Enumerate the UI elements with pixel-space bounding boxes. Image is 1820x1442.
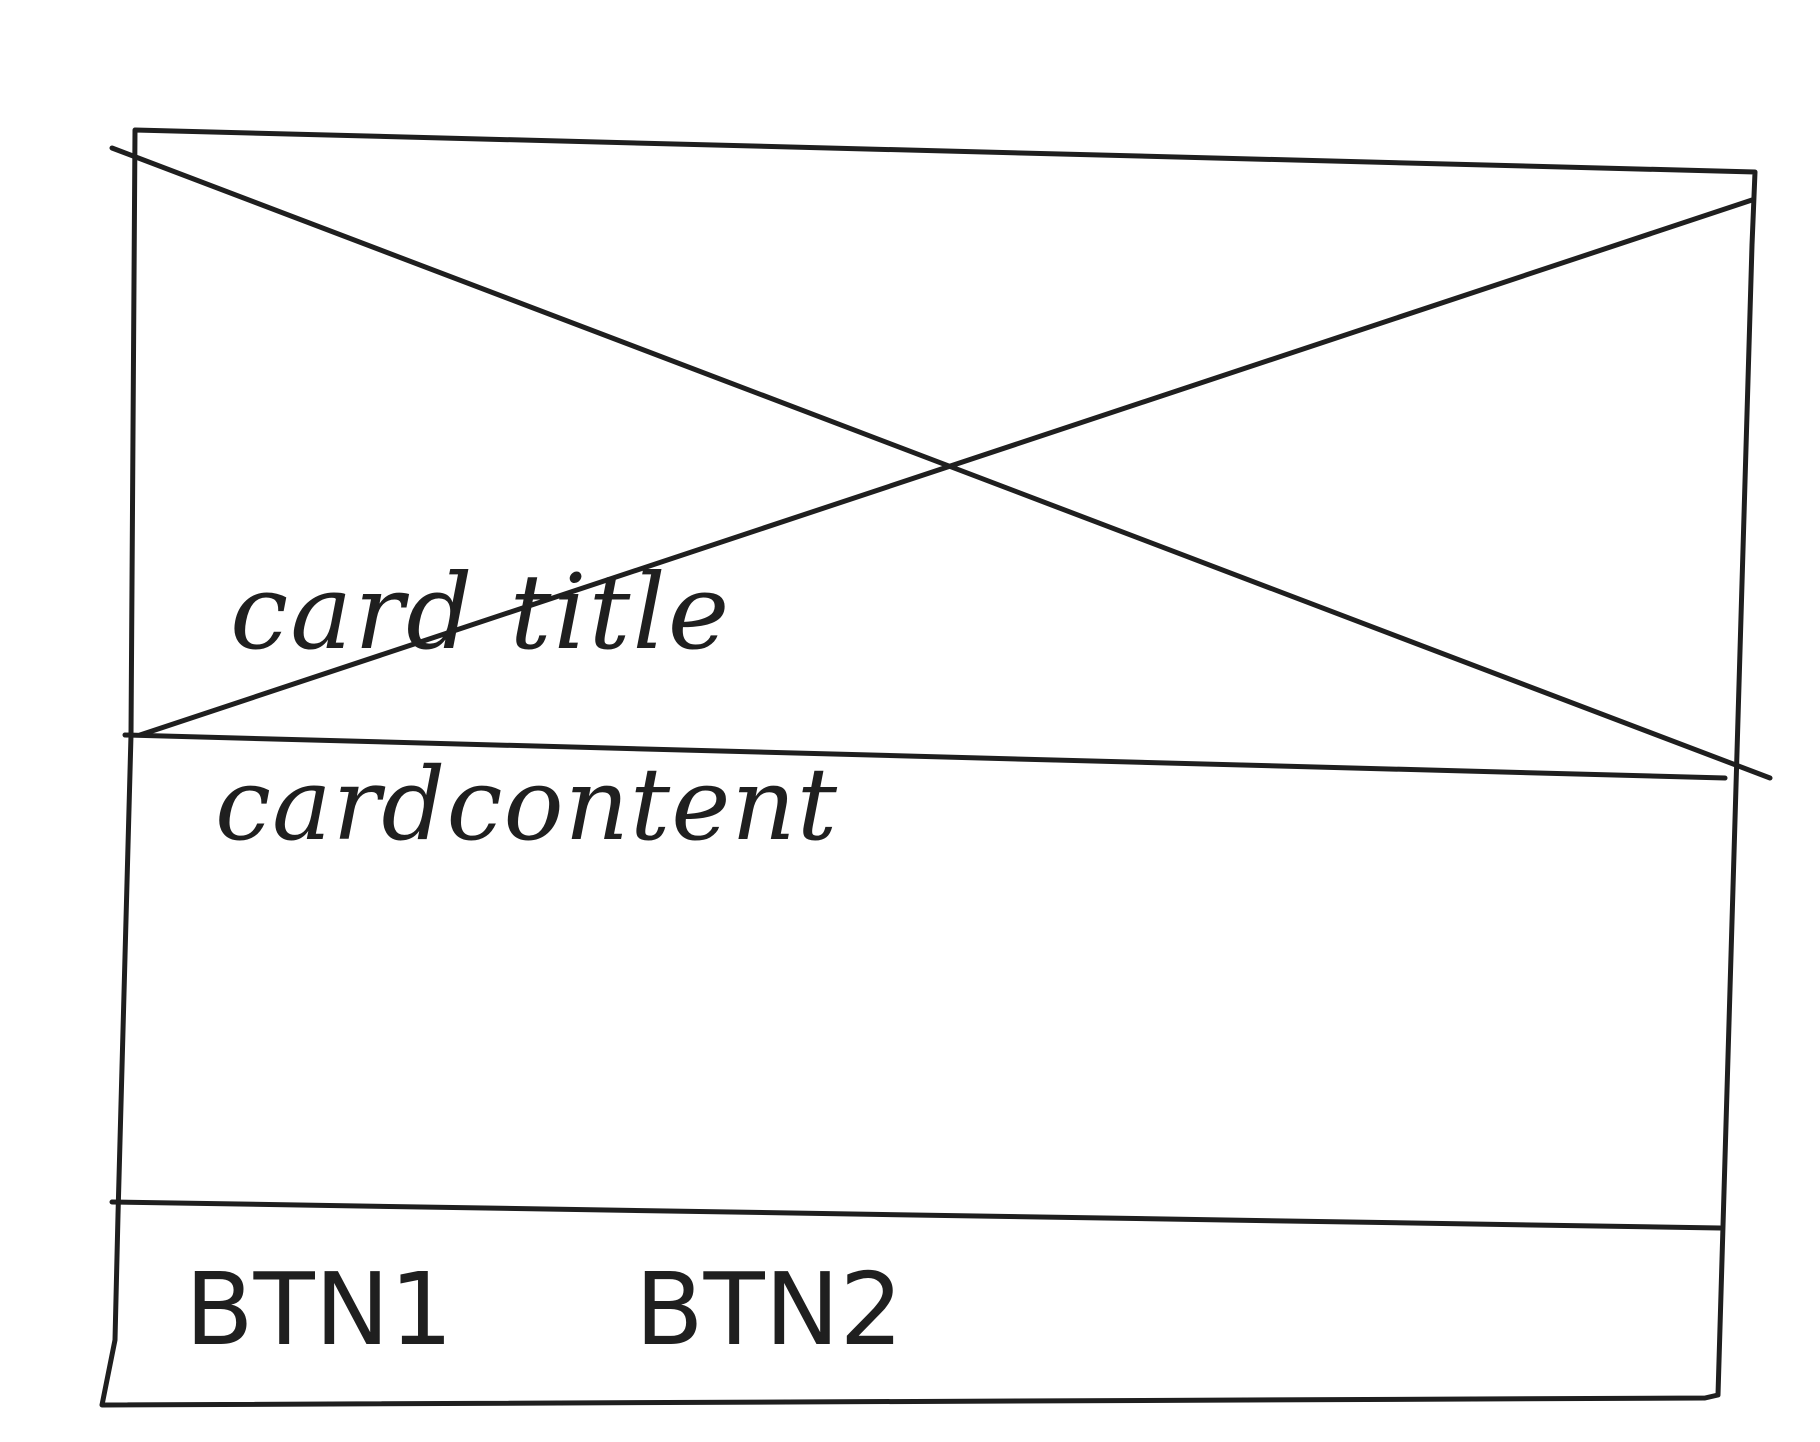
card-title: card title [230,551,732,673]
media-divider [122,732,1728,781]
card-content: cardcontent [215,746,839,863]
actions-divider [109,1199,1723,1231]
btn1-button[interactable]: BTN1 [185,1251,454,1368]
image-placeholder-icon [109,145,1773,781]
btn2-button[interactable]: BTN2 [635,1251,904,1368]
card-border [99,127,1758,1408]
